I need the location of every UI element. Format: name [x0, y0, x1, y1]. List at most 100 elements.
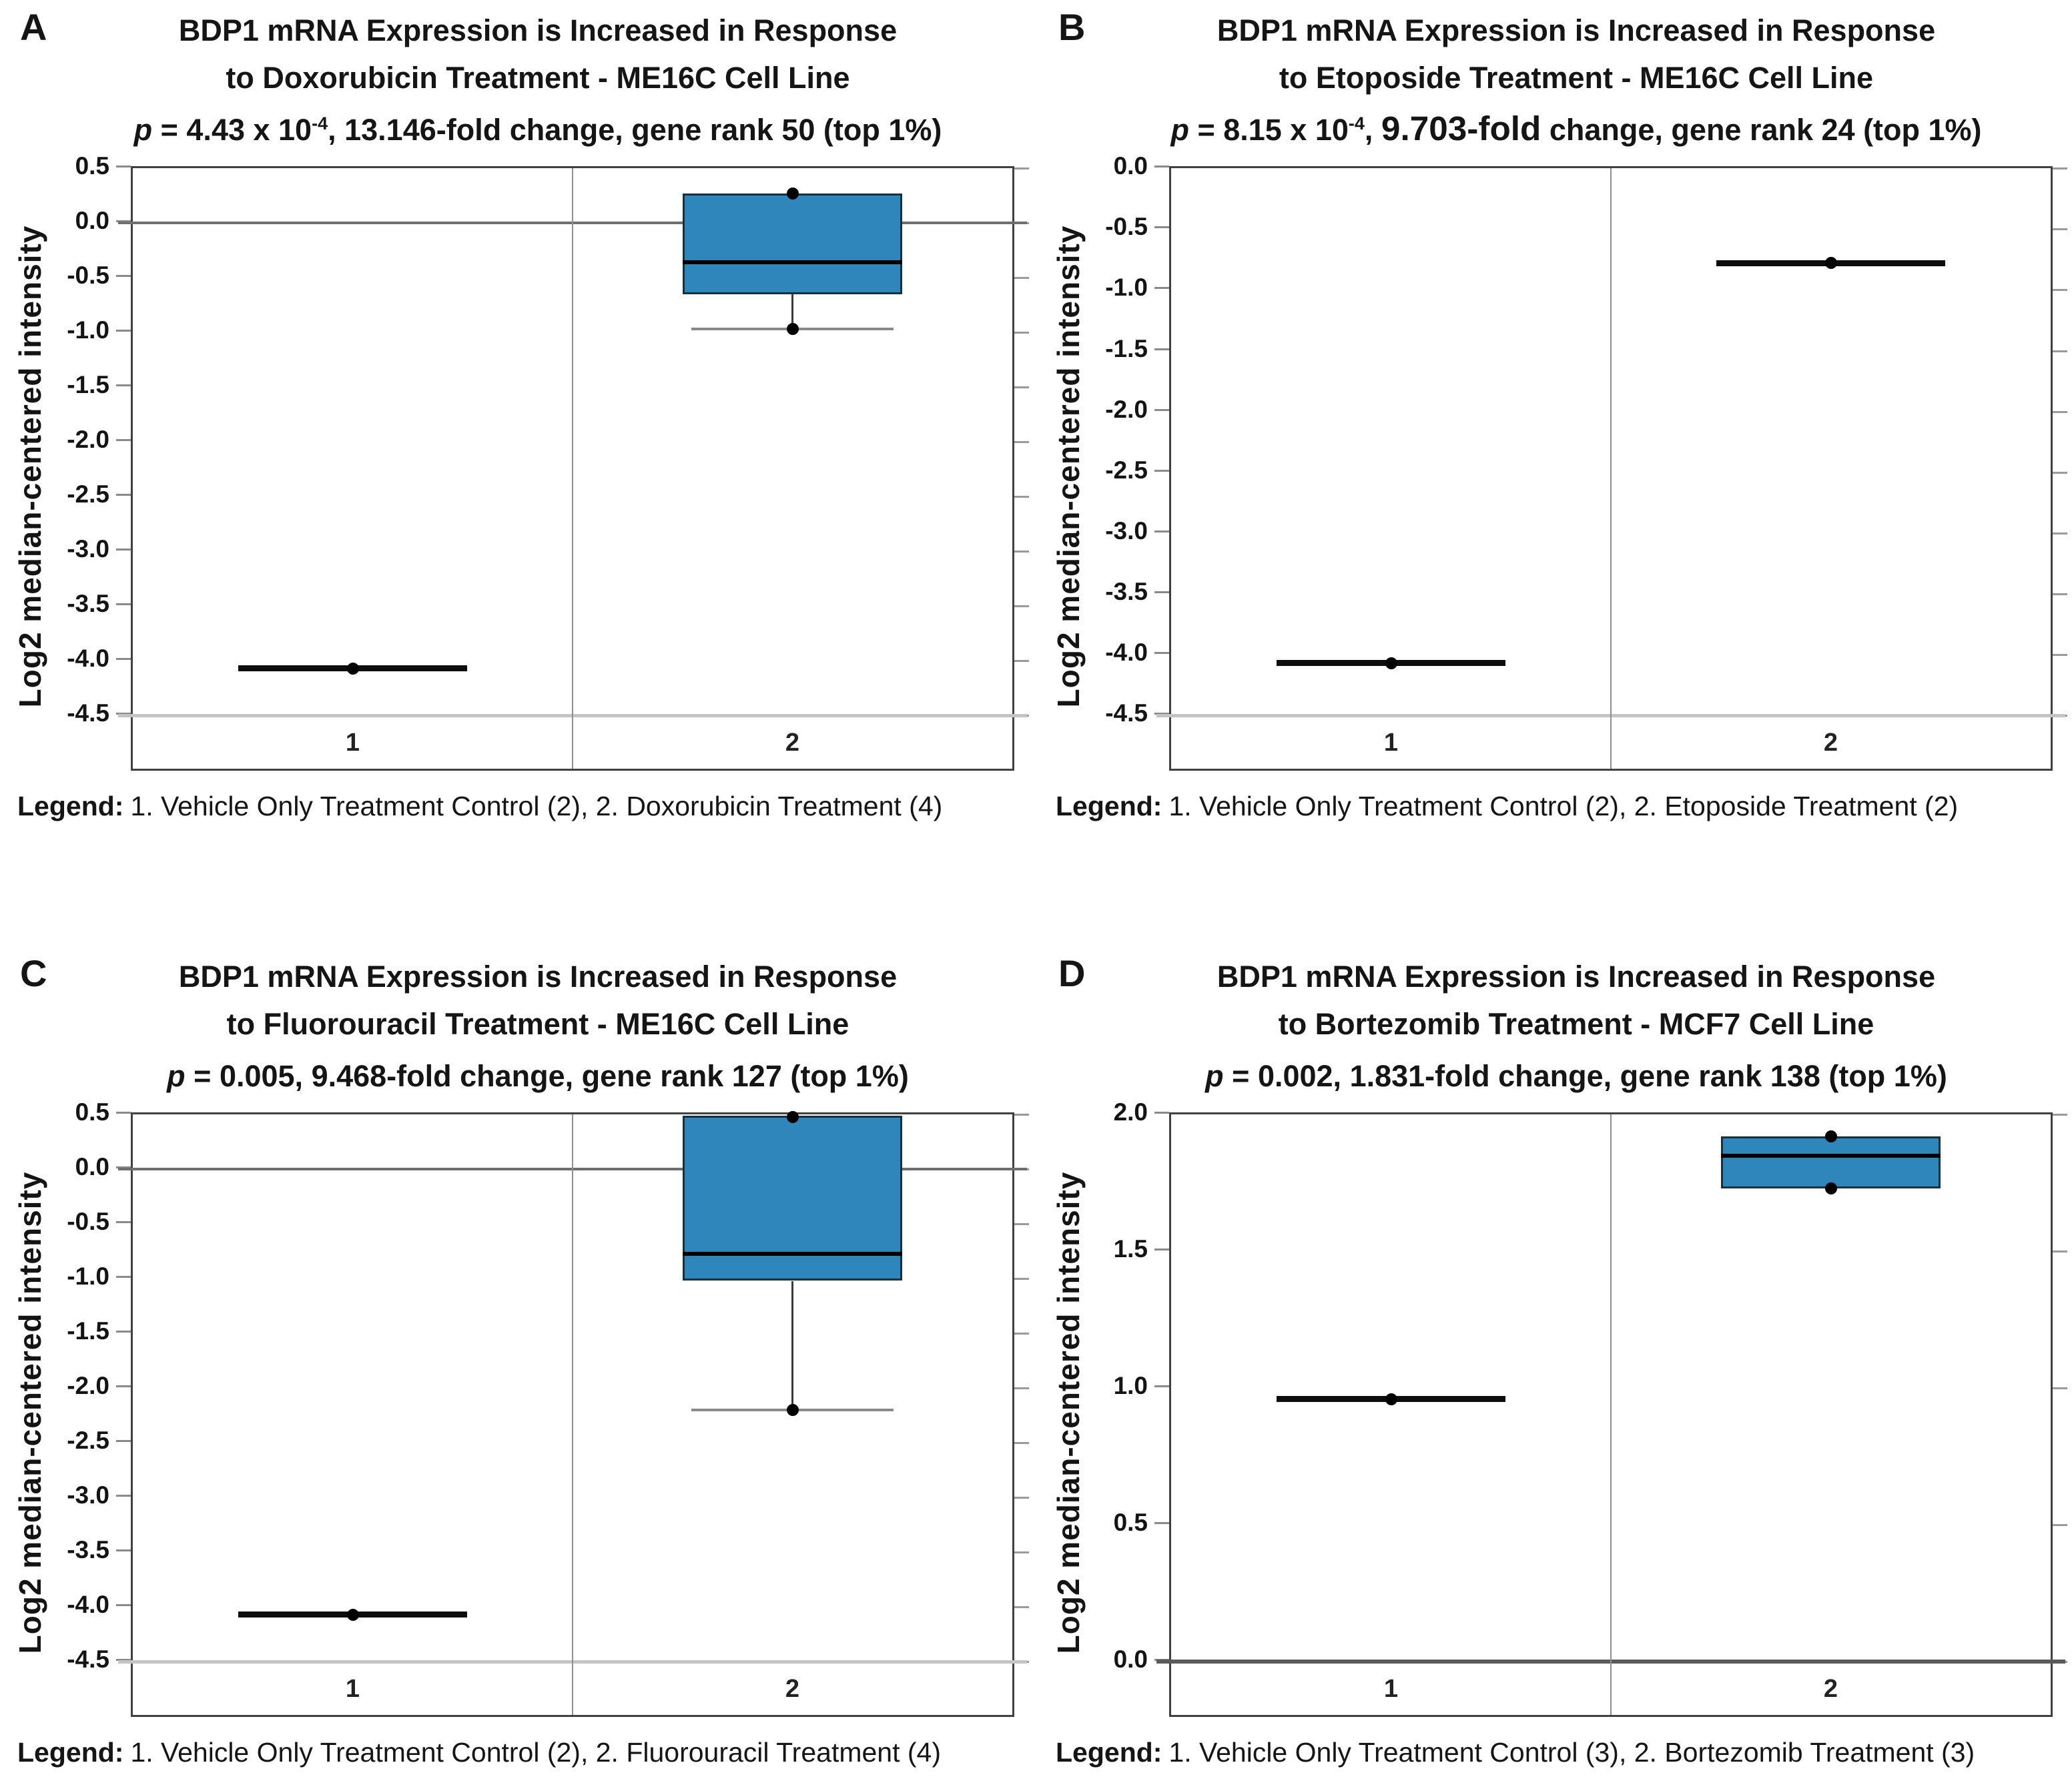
whisker-line [791, 1281, 793, 1411]
panel-b: B BDP1 mRNA Expression is Increased in R… [1046, 4, 2067, 822]
y-axis-ticks: 0.0 -0.5 -1.0 -1.5 -2.0 -2.5 -3.0 -3.5 -4.0 -4.5 [1090, 152, 1169, 767]
box-plot-box [1720, 1136, 1941, 1188]
data-point-dot [786, 1110, 799, 1123]
panel-title: BDP1 mRNA Expression is Increased in Res… [1046, 950, 2066, 1102]
y-tick-mark-right [2053, 471, 2067, 474]
y-tick-mark-right [2053, 532, 2067, 534]
y-tick-label: -2.0 [67, 1372, 109, 1400]
data-point-dot [1385, 1393, 1397, 1405]
y-tick-label: -4.0 [67, 1591, 109, 1619]
legend-line: Legend: 1. Vehicle Only Treatment Control… [1056, 1737, 2066, 1768]
box-median-line [682, 260, 903, 265]
panel-letter: C [20, 952, 47, 994]
panel-title-line2: to Fluorouracil Treatment - ME16C Cell L… [226, 1007, 849, 1042]
data-point-dot [786, 323, 799, 336]
legend-text: 1. Vehicle Only Treatment Control (3), 2… [1168, 1737, 1975, 1768]
y-tick-mark-right [1014, 551, 1029, 553]
y-tick-mark [116, 1604, 131, 1607]
y-tick-mark [1154, 530, 1169, 532]
legend-line: Legend: 1. Vehicle Only Treatment Control… [17, 791, 1028, 822]
stats-rest: 1.831-fold change, gene rank 138 (top 1%… [1349, 1059, 1947, 1094]
y-tick-mark-right [1014, 167, 1029, 170]
y-tick-label: 0.0 [75, 1153, 109, 1181]
stats-separator: , [328, 113, 345, 147]
y-tick-mark-right [1014, 1223, 1029, 1226]
y-tick-label: -4.5 [1105, 699, 1148, 727]
data-point-dot [346, 662, 359, 675]
y-tick-mark [1154, 348, 1169, 350]
panel-letter: B [1058, 6, 1086, 48]
data-point-dot [1824, 1130, 1837, 1143]
y-axis-ticks: 0.5 0.0 -0.5 -1.0 -1.5 -2.0 -2.5 -3.0 -3.5 -4.0 -4… [52, 152, 131, 767]
legend-line: Legend: 1. Vehicle Only Treatment Control… [17, 1737, 1028, 1768]
y-tick-label: -4.0 [67, 645, 109, 673]
y-tick-label: -1.5 [1105, 334, 1148, 362]
y-tick-label: -3.5 [67, 590, 109, 618]
y-tick-mark [116, 384, 131, 387]
panel-title-line1: BDP1 mRNA Expression is Increased in Res… [178, 13, 898, 47]
y-tick-label: -1.0 [67, 316, 109, 344]
whisker-line [791, 294, 793, 330]
panel-title-line2: to Etoposide Treatment - ME16C Cell Line [1279, 61, 1874, 95]
box-median-line [682, 1251, 903, 1256]
y-tick-label: -2.0 [1105, 395, 1148, 423]
box-plot-box [682, 1115, 903, 1281]
y-tick-label: 1.5 [1113, 1235, 1148, 1263]
y-tick-mark-right [1014, 332, 1029, 334]
y-tick-mark [116, 275, 131, 278]
group-divider [572, 1114, 573, 1716]
y-tick-mark [1154, 1385, 1169, 1388]
y-axis-ticks: 0.5 0.0 -0.5 -1.0 -1.5 -2.0 -2.5 -3.0 -3.5 -4.0 -4… [52, 1098, 131, 1713]
y-axis-label-column: Log2 median-centered intensity [1046, 1112, 1090, 1713]
chart-area: Log2 median-centered intensity 2.0 1.5 1.0… [1046, 1098, 2067, 1718]
p-symbol: p [167, 1059, 186, 1094]
y-axis-label-column: Log2 median-centered intensity [8, 1112, 52, 1713]
box-median-line [1720, 1153, 1941, 1158]
y-tick-label: -4.5 [67, 1646, 109, 1674]
panel-a: A BDP1 mRNA Expression is Increased in R… [8, 4, 1029, 822]
y-tick-label: -1.5 [67, 1317, 109, 1345]
group-divider [572, 168, 573, 769]
y-axis-label-column: Log2 median-centered intensity [8, 166, 52, 767]
stats-rest: change, gene rank 24 (top 1%) [1541, 113, 1982, 147]
y-tick-mark [116, 1166, 131, 1169]
y-tick-label: 0.0 [1113, 152, 1148, 180]
y-tick-mark-right [1014, 1551, 1029, 1554]
y-tick-label: -0.5 [67, 1208, 109, 1236]
data-point-dot [786, 1404, 799, 1417]
y-tick-mark-right [1014, 277, 1029, 280]
p-value: = 0.002, [1223, 1059, 1350, 1094]
panel-title-line2: to Bortezomib Treatment - MCF7 Cell Line [1278, 1007, 1874, 1042]
panel-stats-line: p = 0.002, 1.831-fold change, gene rank … [1093, 1048, 2059, 1102]
y-tick-label: 0.0 [1113, 1646, 1148, 1674]
y-tick-label: -2.0 [67, 426, 109, 454]
y-tick-mark-right [1014, 1606, 1029, 1609]
stats-rest: 9.468-fold change, gene rank 127 (top 1%… [311, 1059, 909, 1094]
y-axis-label: Log2 median-centered intensity [13, 1171, 47, 1654]
y-tick-label: -1.0 [67, 1263, 109, 1291]
y-tick-mark [116, 1385, 131, 1388]
y-tick-label: -2.5 [1105, 456, 1148, 484]
panel-title-line1: BDP1 mRNA Expression is Increased in Res… [1217, 13, 1936, 47]
x-category-label: 2 [1823, 729, 1838, 757]
y-tick-mark [116, 439, 131, 442]
x-category-label: 1 [345, 1675, 360, 1704]
panel-letter: D [1058, 952, 1086, 994]
p-symbol: p [1170, 113, 1189, 147]
y-tick-mark-right [2053, 410, 2067, 413]
y-tick-mark-right [2053, 1387, 2067, 1390]
y-tick-mark-right [2053, 1114, 2067, 1116]
y-tick-label: -0.5 [67, 262, 109, 290]
panel-stats-line: p = 4.43 x 10-4, 13.146-fold change, gen… [55, 101, 1021, 155]
fold-change-emphasis: 9.703-fold [1381, 109, 1541, 148]
y-tick-label: 1.0 [1113, 1372, 1148, 1400]
p-value: = 8.15 x 10 [1188, 113, 1349, 147]
group-divider [1610, 168, 1612, 769]
x-category-label: 2 [785, 1675, 800, 1704]
data-point-dot [1385, 657, 1397, 669]
legend-line: Legend: 1. Vehicle Only Treatment Control… [1056, 791, 2066, 822]
panel-title: BDP1 mRNA Expression is Increased in Res… [8, 950, 1028, 1102]
y-tick-mark-right [1014, 605, 1029, 608]
